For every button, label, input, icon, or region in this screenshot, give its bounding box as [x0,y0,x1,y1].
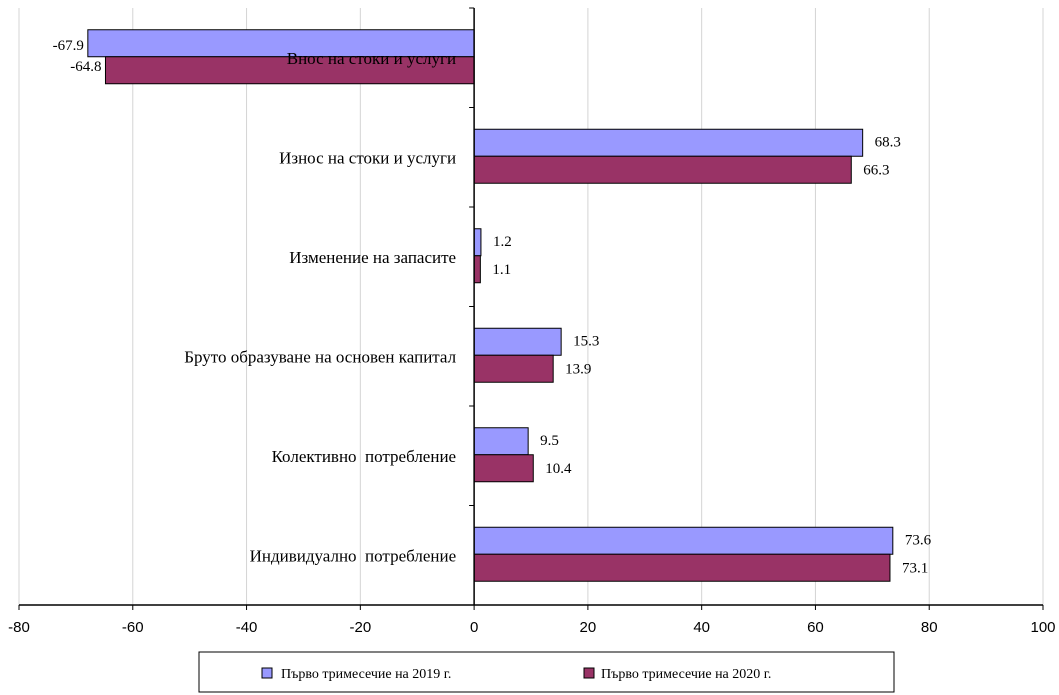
x-tick-label: -40 [236,619,258,636]
x-tick-labels: -80 -60 -40 -20 0 20 40 60 80 100 [8,619,1055,636]
bar-2019 [473,327,562,356]
value-label: 66.3 [863,162,889,178]
category-label: Бруто образуване на основен капитал [184,347,456,366]
value-label: 73.1 [902,560,928,576]
x-tick-label: -80 [8,619,30,636]
value-label: 73.6 [905,532,932,548]
value-label: 15.3 [573,333,599,349]
value-label: 1.2 [493,234,512,250]
bar-2019 [473,228,482,257]
value-label: 68.3 [875,134,901,150]
value-label: 1.1 [492,262,511,278]
value-label: -64.8 [70,59,101,75]
x-tick-label: -20 [349,619,371,636]
x-tick-label: 0 [470,619,478,636]
value-labels: -67.9 -64.8 68.3 66.3 1.2 1.1 15.3 13.9 9.5 10.4 7… [53,38,932,577]
legend-label-2019: Първо тримесечие на 2019 г. [281,667,451,682]
gridlines [18,8,1044,605]
category-label: Износ на стоки и услуги [279,148,456,167]
x-tick-label: 60 [807,619,824,636]
value-label: 10.4 [545,461,572,477]
bar-2020 [104,56,475,85]
bar-2020 [473,553,891,582]
x-tick-label: 80 [921,619,938,636]
value-label: -67.9 [53,38,84,54]
bar-2019 [473,427,529,456]
category-labels: Внос на стоки и услуги Износ на стоки и у… [184,49,456,566]
axes [18,7,1044,610]
category-label: Внос на стоки и услуги [287,49,456,68]
bar-2020 [473,354,554,383]
value-label: 9.5 [540,433,559,449]
bar-2020 [473,155,852,184]
x-tick-label: -60 [122,619,144,636]
value-label: 13.9 [565,361,591,377]
category-label: Колективно потребление [272,447,457,466]
bar-2020 [473,454,534,483]
bar-2020 [473,255,481,284]
x-tick-label: 20 [580,619,597,636]
legend-frame [198,651,895,693]
bars [87,29,894,582]
legend: Първо тримесечие на 2019 г. Първо тримес… [198,651,895,693]
x-tick-label: 100 [1030,619,1055,636]
legend-swatch-2019 [261,667,273,679]
legend-label-2020: Първо тримесечие на 2020 г. [601,667,771,682]
category-label: Изменение на запасите [289,248,456,267]
legend-swatch-2020 [583,667,595,679]
x-tick-label: 40 [693,619,710,636]
bar-2019 [473,128,864,157]
bar-2019 [473,526,894,555]
category-label: Индивидуално потребление [250,546,457,565]
